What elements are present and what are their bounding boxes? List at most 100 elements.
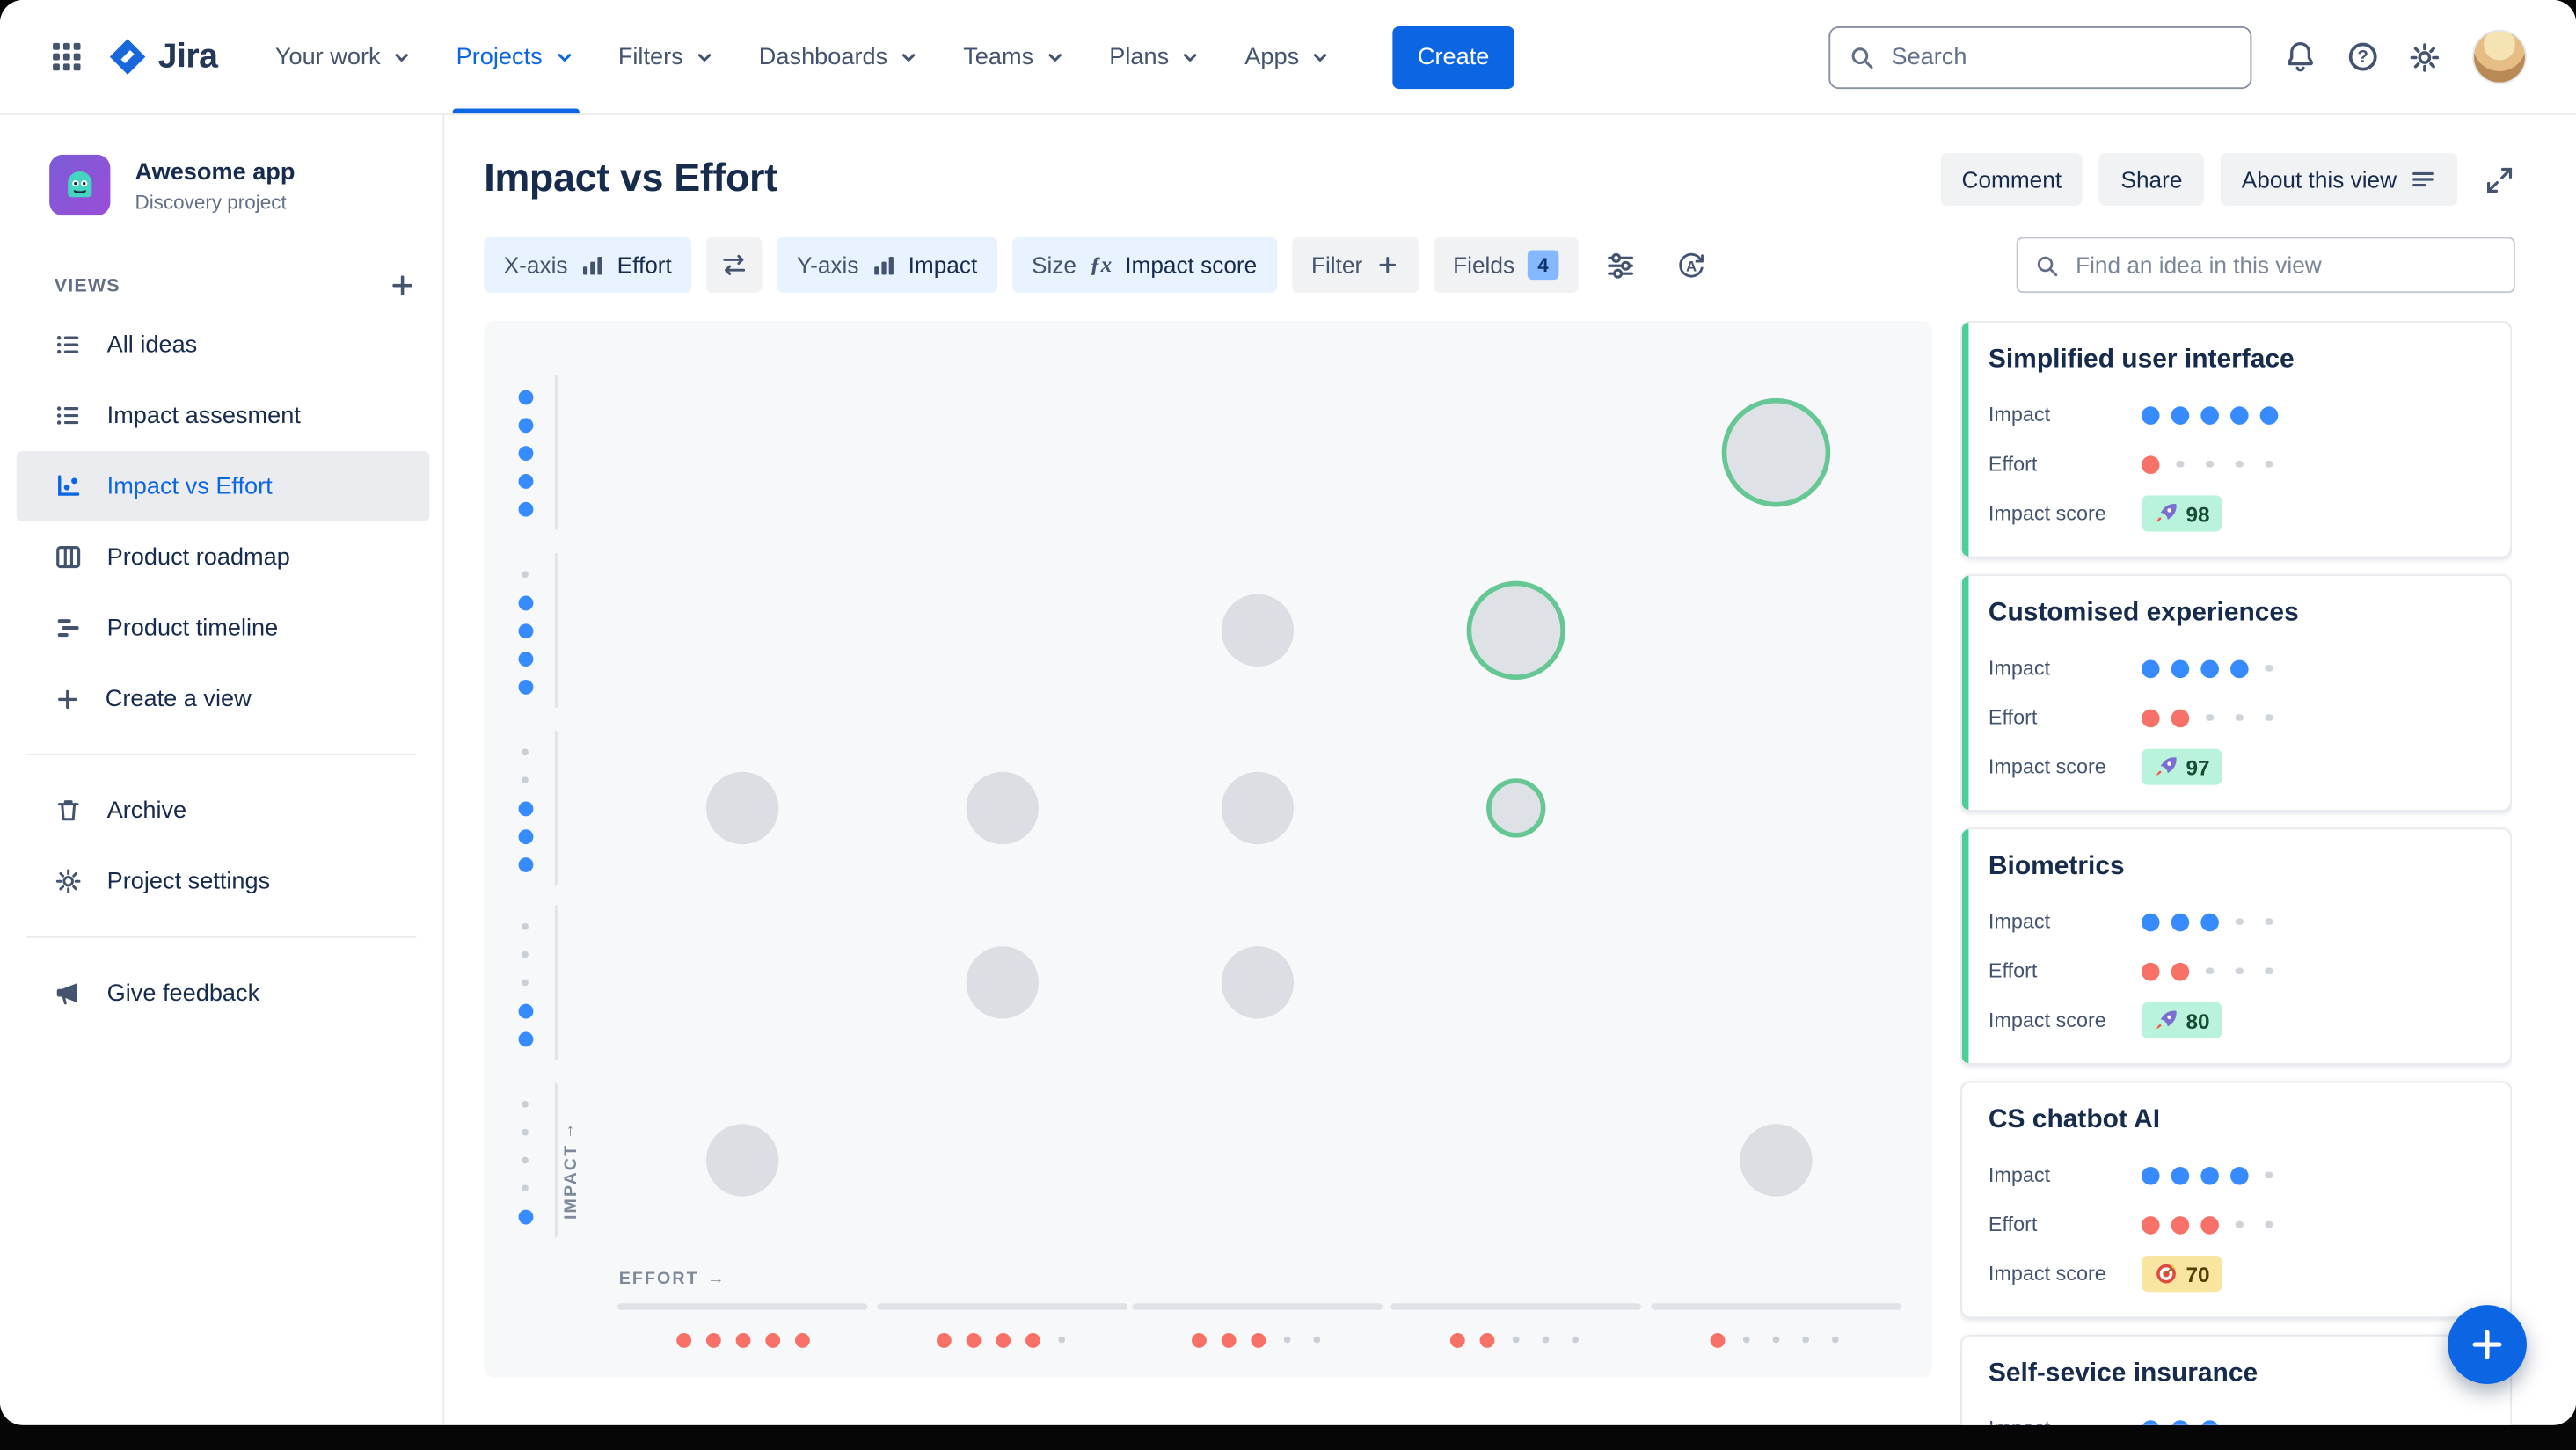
chevron-down-icon [395, 53, 409, 61]
y-axis-label: ↑ IMPACT [561, 1121, 580, 1220]
rating-dot-slot [2230, 659, 2249, 678]
rating-dot-slot [2200, 912, 2219, 931]
empty-rating-dot [2206, 460, 2214, 469]
idea-bubble[interactable] [1466, 580, 1565, 680]
impact-scale-dot [517, 445, 533, 461]
project-header[interactable]: Awesome app Discovery project [0, 154, 442, 216]
idea-bubble[interactable] [1221, 946, 1295, 1019]
sidebar-item-all-ideas[interactable]: All ideas [17, 310, 430, 380]
rating-dot-slot [2260, 659, 2279, 678]
fields-chip[interactable]: Fields 4 [1433, 237, 1579, 294]
notifications-bell-icon[interactable] [2283, 40, 2317, 74]
jira-logo[interactable]: Jira [107, 0, 218, 113]
idea-bubble[interactable] [1221, 594, 1295, 667]
idea-card-simplified-user-interface[interactable]: Simplified user interface Impact Effort Imp… [1960, 320, 2513, 558]
size-chip[interactable]: Size ƒx Impact score [1011, 237, 1277, 294]
impact-score-label: Impact score [1988, 501, 2106, 526]
idea-card-cs-chatbot-ai[interactable]: CS chatbot AI Impact Effort Impact score 70 [1960, 1081, 2513, 1319]
comment-button[interactable]: Comment [1940, 153, 2083, 206]
nav-item-teams[interactable]: Teams [942, 0, 1088, 113]
sidebar-item-impact-assesment[interactable]: Impact assesment [17, 380, 430, 450]
x-axis-chip[interactable]: X-axis Effort [484, 237, 692, 294]
sidebar-item-product-roadmap[interactable]: Product roadmap [17, 521, 430, 592]
global-search-input[interactable] [1887, 41, 2232, 72]
nav-item-filters[interactable]: Filters [596, 0, 737, 113]
rating-dot-slot [2171, 912, 2190, 931]
sidebar-item-product-timeline[interactable]: Product timeline [17, 593, 430, 663]
sidebar-item-give-feedback[interactable]: Give feedback [17, 958, 430, 1028]
view-settings-sliders-icon[interactable] [1593, 237, 1649, 294]
effort-scale-dot [936, 1332, 951, 1347]
idea-bubble[interactable] [705, 1124, 779, 1197]
sidebar-item-create-a-view[interactable]: Create a view [17, 663, 430, 733]
impact-row: Impact [1989, 644, 2484, 693]
about-view-button[interactable]: About this view [2220, 153, 2458, 206]
rating-dots [2141, 912, 2278, 931]
global-search[interactable] [1828, 26, 2252, 89]
list-icon [56, 335, 79, 354]
help-icon[interactable]: ? [2348, 42, 2377, 71]
find-idea-input[interactable] [2072, 250, 2498, 281]
idea-bubble[interactable] [1740, 1124, 1813, 1197]
nav-item-label: Projects [456, 43, 543, 70]
y-axis-chip[interactable]: Y-axis Impact [777, 237, 997, 294]
about-view-label: About this view [2241, 166, 2397, 193]
nav-left: Jira Your work Projects Filters Dashboards T… [49, 0, 1828, 114]
blue-rating-dot [2171, 405, 2190, 424]
idea-card-biometrics[interactable]: Biometrics Impact Effort Impact score 80 [1960, 827, 2513, 1065]
nav-item-your-work[interactable]: Your work [254, 0, 435, 113]
nav-item-projects[interactable]: Projects [434, 0, 596, 114]
x-axis-label-text: EFFORT [618, 1269, 699, 1289]
rating-dot-slot [2230, 913, 2249, 931]
effort-axis-track [617, 1303, 868, 1310]
impact-score-value: 70 [2186, 1261, 2210, 1286]
idea-bubble[interactable] [966, 771, 1039, 845]
idea-bubble[interactable] [1221, 771, 1295, 845]
nav-item-dashboards[interactable]: Dashboards [737, 0, 941, 113]
add-idea-fab-button[interactable] [2448, 1305, 2527, 1385]
idea-bubble[interactable] [1721, 397, 1831, 507]
rating-dot-slot [2141, 659, 2160, 678]
sidebar-item-impact-vs-effort[interactable]: Impact vs Effort [16, 450, 430, 522]
views-header: VIEWS [55, 272, 417, 300]
nav-item-apps[interactable]: Apps [1223, 0, 1354, 113]
app-body: Awesome app Discovery project VIEWS All … [0, 115, 2576, 1425]
sidebar-item-label: Create a view [105, 685, 252, 712]
app-switcher-icon[interactable] [49, 0, 84, 113]
idea-bubble[interactable] [966, 946, 1039, 1019]
idea-card-customised-experiences[interactable]: Customised experiences Impact Effort Impact… [1960, 574, 2513, 812]
effort-label: Effort [1988, 959, 2038, 983]
size-chip-value: Impact score [1125, 251, 1258, 279]
filter-chip[interactable]: Filter [1291, 237, 1419, 294]
find-idea-search[interactable] [2016, 237, 2515, 294]
ideas-cards-panel: Simplified user interface Impact Effort Imp… [1960, 320, 2513, 1425]
board-icon [56, 546, 81, 569]
impact-score-row: Impact score 70 [1989, 1250, 2484, 1299]
share-button[interactable]: Share [2099, 153, 2204, 206]
impact-score-value: 97 [2186, 754, 2210, 780]
sidebar-item-archive[interactable]: Archive [17, 776, 430, 846]
idea-card-self-sevice-insurance[interactable]: Self-sevice insurance Impact [1960, 1334, 2513, 1425]
sidebar-item-project-settings[interactable]: Project settings [17, 846, 430, 916]
effort-row: Effort [1989, 440, 2484, 489]
effort-scale-dot [734, 1332, 750, 1347]
effort-scale-dot [794, 1332, 809, 1347]
swap-axes-icon[interactable] [706, 237, 763, 294]
fullscreen-expand-icon[interactable] [2484, 164, 2515, 195]
settings-gear-icon[interactable] [2408, 40, 2441, 73]
user-avatar[interactable] [2472, 29, 2527, 84]
idea-bubble[interactable] [1486, 778, 1546, 838]
empty-rating-dot [2265, 460, 2273, 469]
red-rating-dot [2141, 455, 2160, 474]
rating-dots [2141, 1419, 2278, 1425]
impact-scale-dot [517, 594, 533, 610]
sort-refresh-icon[interactable]: A [1664, 237, 1720, 294]
empty-rating-dot [2236, 460, 2244, 469]
impact-score-row: Impact score 98 [1989, 489, 2484, 538]
idea-bubble[interactable] [705, 771, 779, 845]
impact-label: Impact [1988, 656, 2051, 680]
rating-dots [2141, 1166, 2278, 1184]
nav-item-plans[interactable]: Plans [1088, 0, 1223, 113]
add-view-plus-icon[interactable] [389, 272, 417, 300]
create-button[interactable]: Create [1392, 26, 1514, 89]
